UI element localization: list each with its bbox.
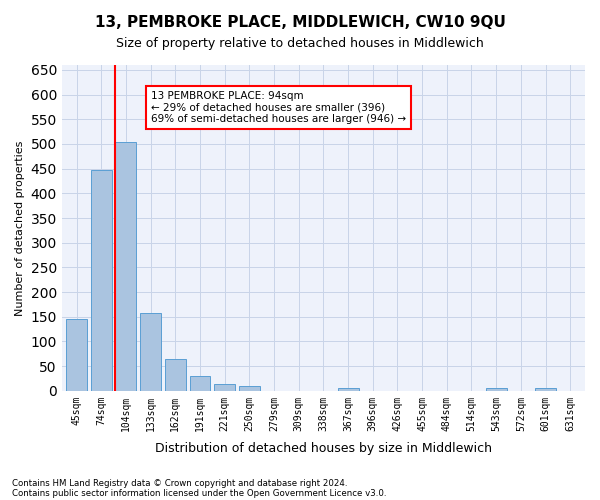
Text: Contains public sector information licensed under the Open Government Licence v3: Contains public sector information licen…: [12, 488, 386, 498]
Bar: [190, 376, 211, 391]
Text: 13 PEMBROKE PLACE: 94sqm
← 29% of detached houses are smaller (396)
69% of semi-: 13 PEMBROKE PLACE: 94sqm ← 29% of detach…: [151, 91, 406, 124]
Text: Contains HM Land Registry data © Crown copyright and database right 2024.: Contains HM Land Registry data © Crown c…: [12, 478, 347, 488]
Bar: [338, 388, 359, 391]
Bar: [485, 388, 506, 391]
Bar: [165, 358, 186, 391]
Text: Size of property relative to detached houses in Middlewich: Size of property relative to detached ho…: [116, 38, 484, 51]
Bar: [535, 388, 556, 391]
Bar: [91, 170, 112, 391]
Text: 13, PEMBROKE PLACE, MIDDLEWICH, CW10 9QU: 13, PEMBROKE PLACE, MIDDLEWICH, CW10 9QU: [95, 15, 505, 30]
Bar: [214, 384, 235, 391]
Bar: [66, 319, 87, 391]
Bar: [115, 142, 136, 391]
X-axis label: Distribution of detached houses by size in Middlewich: Distribution of detached houses by size …: [155, 442, 492, 455]
Y-axis label: Number of detached properties: Number of detached properties: [15, 140, 25, 316]
Bar: [140, 313, 161, 391]
Bar: [239, 386, 260, 391]
